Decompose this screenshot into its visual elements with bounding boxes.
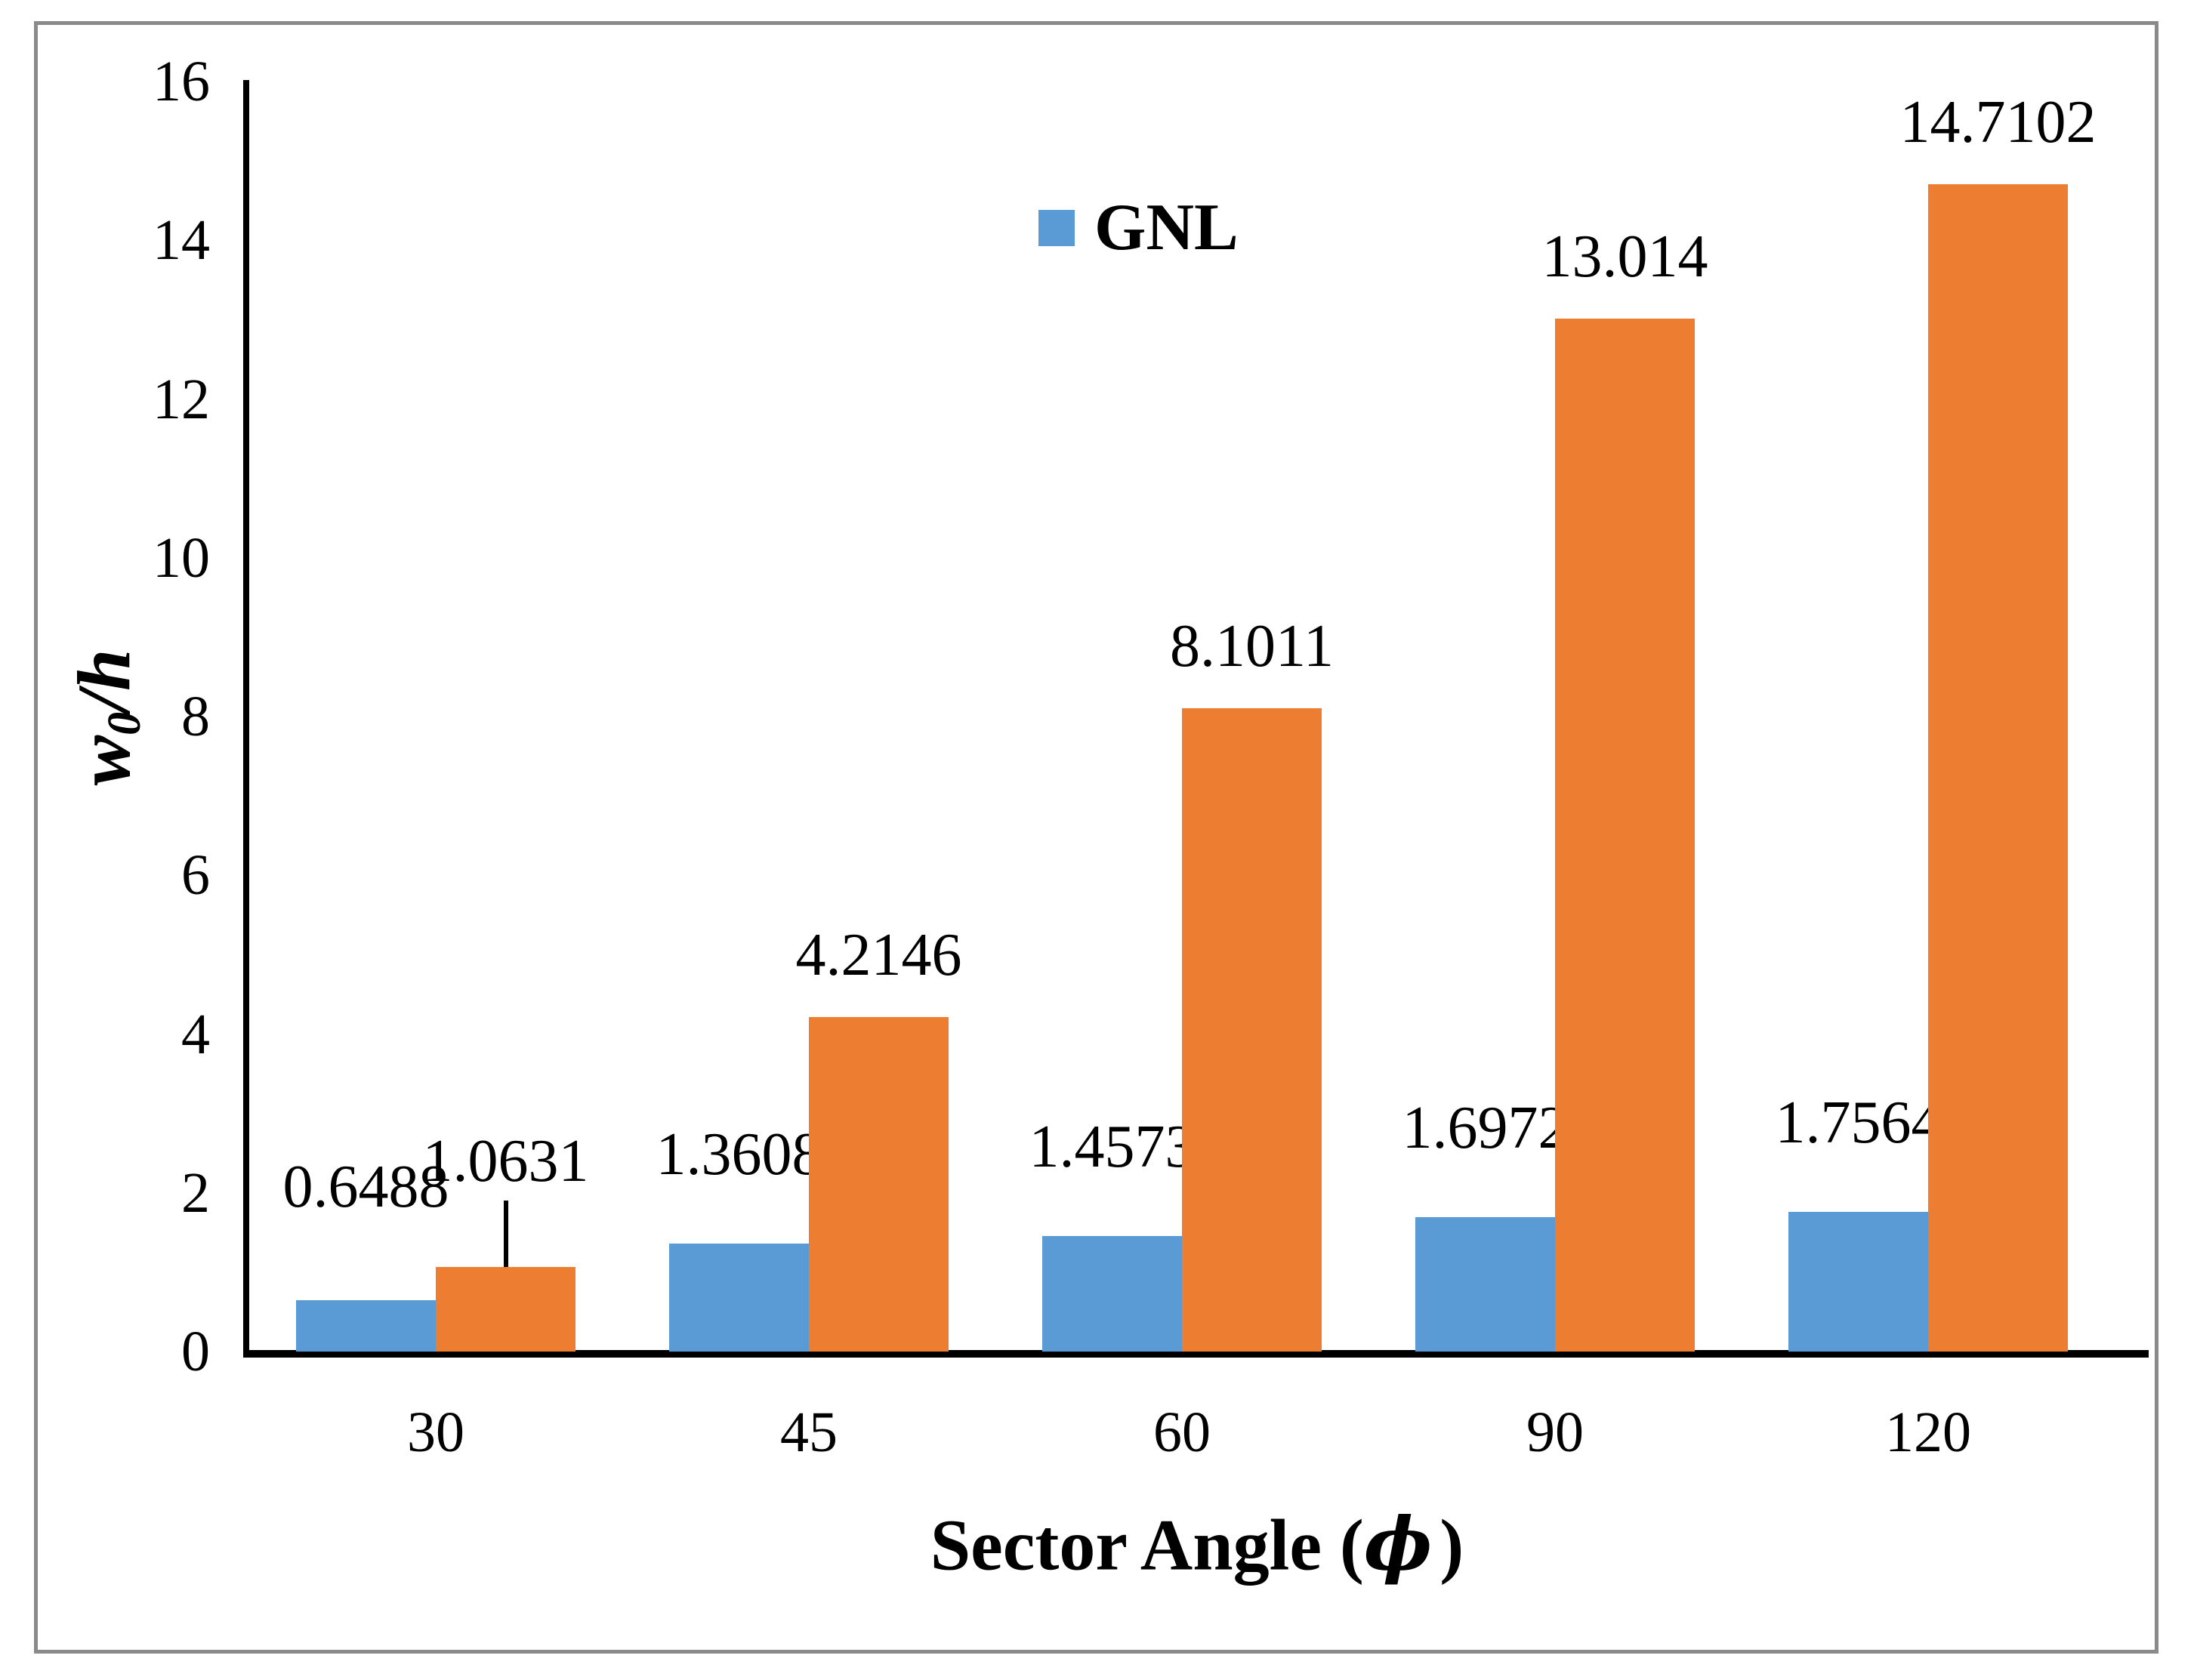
bar-series2-30 <box>436 1267 575 1352</box>
y-tick-6: 6 <box>181 843 210 908</box>
y-tick-2: 2 <box>181 1161 210 1225</box>
plot-area: 0.6488 1.0631 1.3608 4.2146 1.4573 8.1011 1.69… <box>249 82 2149 1352</box>
bar-GNL-30 <box>296 1300 436 1352</box>
chart-border <box>34 21 2158 1654</box>
value-label-GNL-30: 0.6488 <box>282 1154 449 1220</box>
x-axis-line <box>243 1350 2149 1358</box>
x-axis-title-pre: Sector Angle ( <box>930 1504 1364 1586</box>
bar-GNL-120 <box>1788 1212 1928 1352</box>
phi-symbol: ϕ <box>1363 1501 1433 1587</box>
value-label-series2-90: 13.014 <box>1541 223 1708 290</box>
legend-label-gnl: GNL <box>1094 191 1239 264</box>
x-tick-30: 30 <box>407 1401 464 1464</box>
x-tick-120: 120 <box>1885 1401 1971 1464</box>
x-axis-title-post: ) <box>1439 1504 1464 1586</box>
bar-series2-90 <box>1555 319 1695 1352</box>
bar-series2-60 <box>1182 708 1322 1352</box>
value-label-series2-45: 4.2146 <box>795 922 962 988</box>
y-tick-10: 10 <box>153 526 210 590</box>
value-label-GNL-120: 1.7564 <box>1775 1090 1942 1156</box>
bar-series2-120 <box>1928 184 2068 1352</box>
x-tick-60: 60 <box>1153 1401 1211 1464</box>
y-tick-4: 4 <box>181 1002 210 1066</box>
y-tick-16: 16 <box>153 50 210 113</box>
value-label-series2-120: 14.7102 <box>1899 89 2097 156</box>
value-label-leader-line <box>503 1201 508 1267</box>
bar-GNL-60 <box>1042 1236 1182 1352</box>
y-tick-14: 14 <box>153 208 210 273</box>
y-tick-12: 12 <box>153 367 210 431</box>
bar-series2-45 <box>809 1017 949 1352</box>
legend: GNL <box>1038 195 1239 261</box>
value-label-GNL-90: 1.6972 <box>1402 1095 1569 1161</box>
legend-swatch-gnl <box>1038 210 1075 246</box>
bar-GNL-45 <box>669 1244 809 1352</box>
x-tick-90: 90 <box>1526 1401 1584 1464</box>
value-label-GNL-60: 1.4573 <box>1029 1114 1196 1180</box>
value-label-series2-30: 1.0631 <box>422 1128 589 1194</box>
x-axis-title: Sector Angle (ϕ) <box>930 1508 1464 1582</box>
y-axis-line <box>243 80 249 1358</box>
y-tick-0: 0 <box>181 1320 210 1383</box>
x-tick-45: 45 <box>780 1401 838 1464</box>
bar-GNL-90 <box>1415 1217 1555 1352</box>
value-label-series2-60: 8.1011 <box>1169 613 1335 680</box>
y-tick-8: 8 <box>181 685 210 748</box>
value-label-GNL-45: 1.3608 <box>656 1121 822 1188</box>
